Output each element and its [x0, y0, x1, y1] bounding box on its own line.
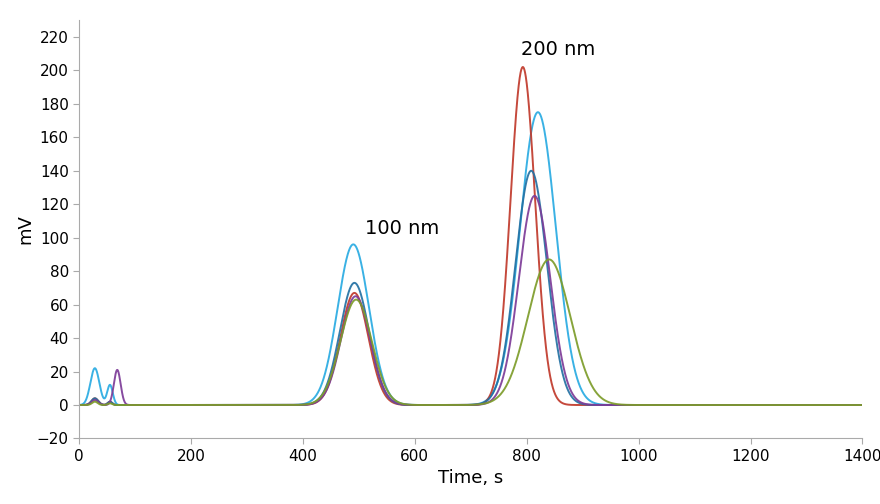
X-axis label: Time, s: Time, s: [438, 469, 503, 487]
Text: 100 nm: 100 nm: [364, 219, 439, 238]
Text: 200 nm: 200 nm: [521, 40, 596, 58]
Y-axis label: mV: mV: [16, 214, 34, 244]
